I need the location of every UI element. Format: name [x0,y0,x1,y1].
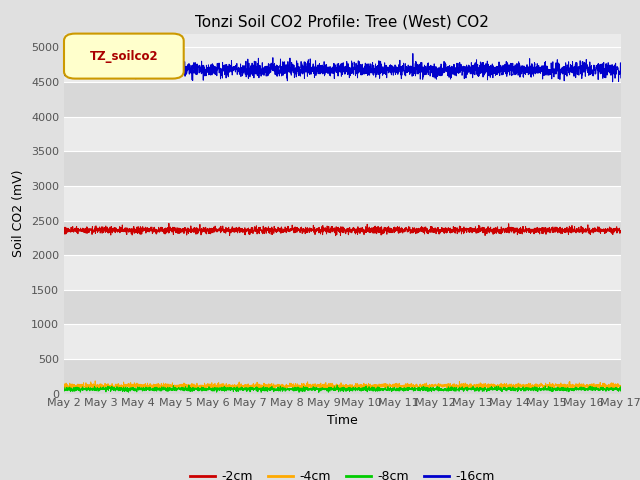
FancyBboxPatch shape [64,34,184,79]
Bar [64,290,621,324]
Text: TZ_soilco2: TZ_soilco2 [90,50,159,63]
Bar [64,82,621,117]
Bar [64,220,621,255]
Bar [64,186,621,220]
Bar [64,151,621,186]
Y-axis label: Soil CO2 (mV): Soil CO2 (mV) [12,170,26,257]
Bar [64,48,621,82]
Bar [64,359,621,394]
Bar [64,117,621,151]
Legend: -2cm, -4cm, -8cm, -16cm: -2cm, -4cm, -8cm, -16cm [186,465,499,480]
Bar [64,324,621,359]
Title: Tonzi Soil CO2 Profile: Tree (West) CO2: Tonzi Soil CO2 Profile: Tree (West) CO2 [195,15,490,30]
Bar [64,255,621,290]
X-axis label: Time: Time [327,414,358,427]
